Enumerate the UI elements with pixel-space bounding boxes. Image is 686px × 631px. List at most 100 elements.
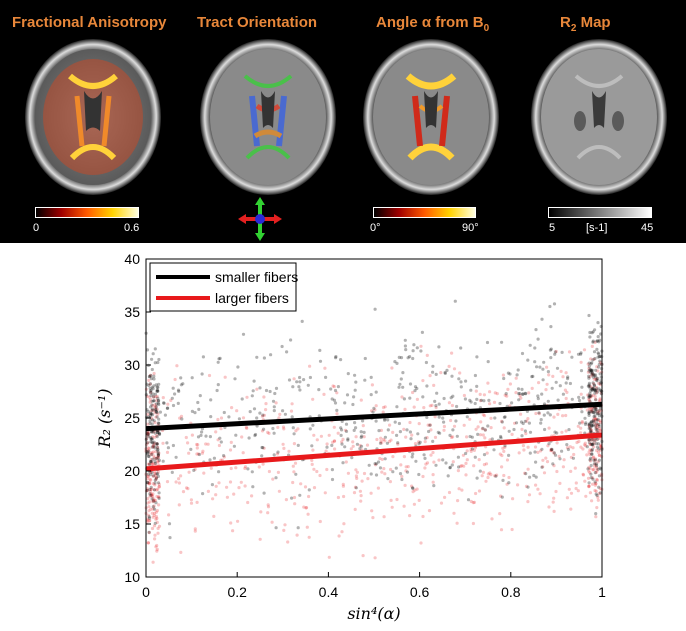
point-larger-fibers	[533, 445, 538, 449]
point-smaller-fibers	[148, 488, 152, 492]
point-larger-fibers	[229, 521, 233, 525]
point-smaller-fibers	[237, 417, 241, 421]
point-larger-fibers	[552, 509, 556, 513]
point-larger-fibers	[332, 439, 337, 443]
point-larger-fibers	[332, 439, 337, 443]
point-smaller-fibers	[166, 446, 170, 450]
point-larger-fibers	[379, 439, 383, 443]
point-smaller-fibers	[598, 388, 602, 392]
point-smaller-fibers	[507, 453, 511, 457]
point-smaller-fibers	[486, 424, 490, 428]
point-larger-fibers	[500, 465, 504, 469]
point-larger-fibers	[154, 514, 158, 519]
point-smaller-fibers	[479, 398, 483, 402]
point-smaller-fibers	[150, 403, 154, 407]
point-larger-fibers	[150, 487, 154, 491]
point-larger-fibers	[292, 377, 296, 381]
point-larger-fibers	[417, 498, 421, 502]
point-smaller-fibers	[154, 409, 158, 413]
point-smaller-fibers	[149, 473, 153, 477]
point-larger-fibers	[585, 453, 589, 457]
point-larger-fibers	[174, 480, 178, 484]
point-larger-fibers	[151, 494, 155, 498]
point-smaller-fibers	[298, 388, 302, 392]
point-larger-fibers	[562, 458, 566, 462]
point-larger-fibers	[502, 426, 506, 430]
point-larger-fibers	[152, 488, 156, 492]
point-smaller-fibers	[157, 432, 162, 436]
point-smaller-fibers	[173, 392, 177, 396]
point-larger-fibers	[483, 428, 487, 432]
point-larger-fibers	[564, 413, 568, 418]
point-larger-fibers	[592, 437, 596, 441]
point-larger-fibers	[299, 482, 303, 486]
point-larger-fibers	[488, 402, 492, 406]
point-larger-fibers	[437, 458, 441, 462]
point-smaller-fibers	[271, 426, 275, 431]
point-smaller-fibers	[587, 369, 591, 373]
point-smaller-fibers	[532, 473, 536, 478]
point-larger-fibers	[151, 492, 155, 496]
point-smaller-fibers	[590, 442, 594, 447]
point-smaller-fibers	[157, 382, 161, 386]
point-larger-fibers	[500, 453, 504, 458]
point-smaller-fibers	[500, 420, 504, 424]
r2-cbar-max: 45	[641, 222, 654, 234]
point-smaller-fibers	[411, 356, 415, 361]
point-larger-fibers	[178, 416, 182, 420]
point-larger-fibers	[591, 373, 595, 377]
point-smaller-fibers	[591, 442, 595, 446]
point-smaller-fibers	[549, 347, 553, 351]
point-larger-fibers	[468, 417, 472, 421]
point-smaller-fibers	[473, 373, 477, 378]
point-smaller-fibers	[149, 459, 153, 463]
point-larger-fibers	[234, 466, 238, 470]
point-larger-fibers	[341, 482, 345, 486]
point-smaller-fibers	[590, 447, 595, 451]
point-larger-fibers	[148, 397, 153, 401]
point-larger-fibers	[502, 449, 506, 453]
point-larger-fibers	[561, 414, 565, 418]
point-smaller-fibers	[157, 458, 161, 462]
point-larger-fibers	[276, 470, 280, 474]
point-smaller-fibers	[346, 438, 350, 442]
point-smaller-fibers	[410, 455, 414, 459]
point-smaller-fibers	[517, 392, 521, 396]
point-larger-fibers	[291, 480, 295, 485]
point-larger-fibers	[588, 442, 592, 446]
x-tick-label: 0.4	[319, 584, 339, 600]
point-smaller-fibers	[486, 360, 490, 364]
point-smaller-fibers	[596, 321, 600, 325]
point-larger-fibers	[244, 425, 248, 429]
point-smaller-fibers	[150, 412, 154, 416]
point-larger-fibers	[148, 373, 152, 377]
point-larger-fibers	[452, 424, 457, 428]
point-larger-fibers	[389, 438, 393, 442]
point-larger-fibers	[589, 442, 593, 446]
point-smaller-fibers	[408, 355, 412, 359]
point-smaller-fibers	[281, 409, 285, 413]
point-smaller-fibers	[150, 440, 154, 444]
point-larger-fibers	[375, 437, 379, 442]
point-smaller-fibers	[262, 356, 266, 360]
point-larger-fibers	[151, 515, 155, 519]
point-larger-fibers	[526, 445, 530, 449]
point-larger-fibers	[353, 507, 357, 511]
point-larger-fibers	[351, 444, 355, 448]
point-smaller-fibers	[417, 472, 421, 477]
point-smaller-fibers	[465, 415, 469, 419]
point-smaller-fibers	[295, 380, 299, 384]
point-larger-fibers	[545, 365, 549, 369]
point-larger-fibers	[323, 366, 327, 370]
point-smaller-fibers	[152, 444, 156, 448]
point-smaller-fibers	[253, 432, 258, 437]
point-larger-fibers	[428, 423, 432, 427]
point-smaller-fibers	[597, 414, 602, 418]
point-larger-fibers	[228, 448, 233, 452]
point-smaller-fibers	[549, 325, 553, 329]
point-smaller-fibers	[587, 395, 591, 399]
point-smaller-fibers	[594, 375, 598, 379]
point-smaller-fibers	[260, 445, 264, 450]
point-larger-fibers	[189, 501, 194, 505]
point-larger-fibers	[495, 392, 499, 396]
